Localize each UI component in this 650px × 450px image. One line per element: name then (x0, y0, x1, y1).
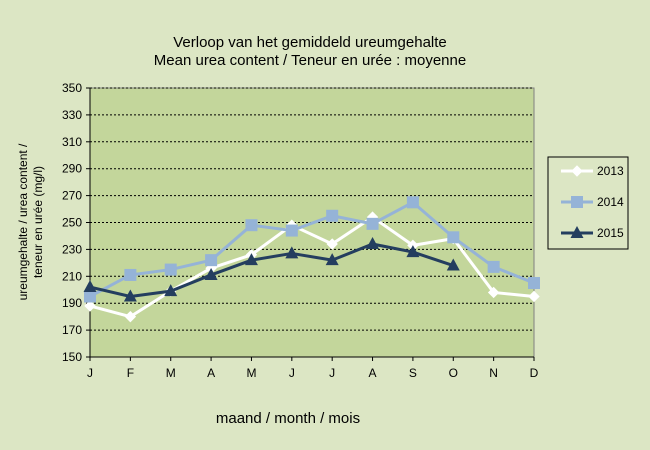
series-line (89, 242, 454, 298)
chart-subtitle: Mean urea content / Teneur en urée : moy… (154, 52, 466, 69)
legend-label: 2014 (597, 195, 624, 209)
y-axis-label: ureumgehalte / urea content / teneur en … (16, 143, 45, 300)
series-2014 (84, 196, 540, 303)
data-point (83, 280, 97, 293)
y-tick-label: 170 (62, 323, 82, 337)
y-tick-label: 210 (62, 269, 82, 283)
axes: 150 170 190 210 230 250 270 290 310 330 350 J F M A M J J… (62, 81, 539, 380)
data-point (326, 238, 338, 250)
y-axis-label-line1: ureumgehalte / urea content / (16, 143, 30, 300)
x-tick-label: J (87, 366, 93, 380)
legend: 2013 2014 2015 (547, 156, 629, 250)
data-point (84, 290, 96, 303)
chart-title: Verloop van het gemiddeld ureumgehalte (173, 34, 447, 51)
data-point (406, 196, 419, 209)
data-point (245, 219, 258, 232)
data-point (571, 196, 583, 208)
x-tick-label: F (127, 366, 134, 380)
y-tick-label: 190 (62, 296, 82, 310)
legend-item: 2014 (561, 195, 624, 209)
y-tick-label: 230 (62, 242, 82, 256)
x-tick-label: N (489, 366, 498, 380)
x-tick-label: S (409, 366, 417, 380)
x-tick-label: O (449, 366, 458, 380)
data-point (487, 286, 500, 299)
data-point (164, 284, 178, 297)
legend-label: 2015 (597, 226, 624, 240)
y-tick-label: 290 (62, 162, 82, 176)
x-tick-label: J (329, 366, 335, 380)
data-point (285, 246, 299, 259)
x-tick-label: A (207, 366, 215, 380)
data-point (366, 217, 379, 230)
data-point (487, 260, 500, 273)
x-tick-label: A (369, 366, 377, 380)
gridlines (90, 87, 534, 331)
y-axis-label-line2: teneur en urée (mg/l) (31, 166, 45, 278)
data-point (528, 277, 540, 290)
x-tick-label: D (530, 366, 539, 380)
data-point (447, 231, 460, 244)
y-tick-label: 150 (62, 350, 82, 364)
y-tick-label: 250 (62, 216, 82, 230)
data-point (244, 253, 258, 266)
y-tick-label: 310 (62, 135, 82, 149)
data-point (326, 209, 339, 222)
data-point (446, 258, 460, 271)
data-point (325, 253, 339, 266)
series-2015 (83, 237, 460, 302)
data-point (528, 290, 540, 303)
series-layer (83, 196, 540, 323)
data-point (124, 310, 137, 323)
data-point (204, 267, 218, 280)
data-point (406, 245, 420, 258)
y-tick-label: 270 (62, 189, 82, 203)
data-point (84, 300, 96, 312)
data-point (366, 237, 380, 250)
data-point (205, 254, 218, 267)
data-point (124, 268, 137, 281)
x-tick-label: M (166, 366, 176, 380)
data-point (123, 289, 137, 302)
y-tick-label: 330 (62, 108, 82, 122)
legend-item: 2013 (561, 164, 624, 178)
series-line (89, 215, 535, 319)
legend-item: 2015 (561, 226, 624, 240)
x-axis-label: maand / month / mois (216, 410, 360, 427)
x-tick-label: M (246, 366, 256, 380)
series-line (89, 200, 535, 298)
data-point (285, 224, 298, 237)
data-point (164, 263, 177, 276)
x-tick-label: J (289, 366, 295, 380)
data-point (571, 165, 583, 177)
y-tick-label: 350 (62, 81, 82, 95)
data-point (570, 226, 584, 238)
legend-label: 2013 (597, 164, 624, 178)
